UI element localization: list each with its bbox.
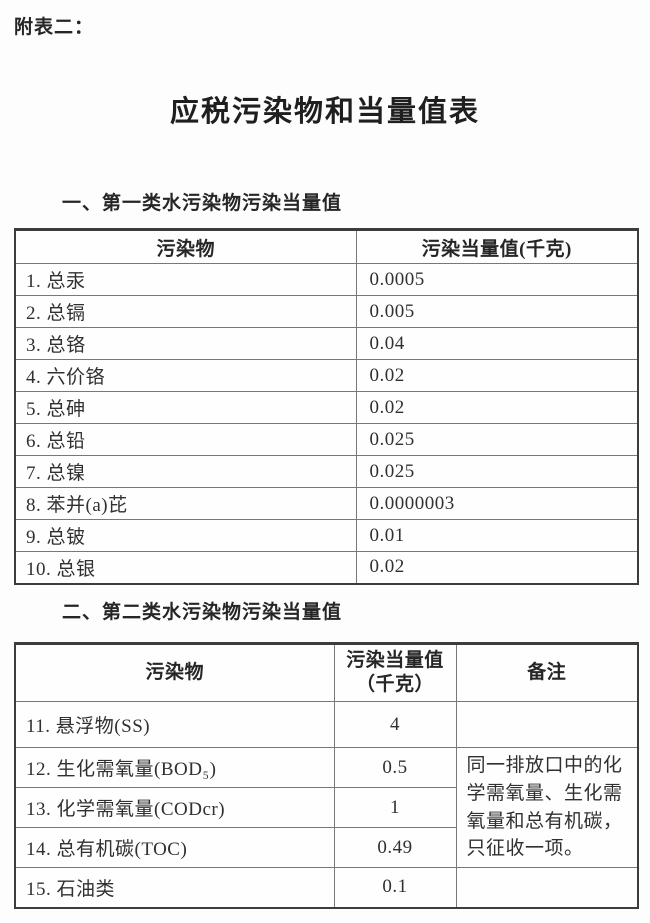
- pollutant-cell: 7. 总镍: [14, 455, 357, 488]
- value-header-line1: 污染当量值: [346, 650, 444, 672]
- table-row: 10. 总银 0.02: [14, 551, 639, 584]
- section2-heading: 二、第二类水污染物污染当量值: [62, 602, 343, 623]
- pollutant-cell: 1. 总汞: [14, 263, 357, 296]
- table-row: 14. 总有机碳(TOC) 0.49: [14, 827, 638, 868]
- pollutant-cell: 11. 悬浮物(SS): [14, 701, 335, 748]
- table-row: 7. 总镍 0.025: [14, 455, 639, 488]
- table-row: 8. 苯并(a)芘 0.0000003: [14, 487, 639, 520]
- value-cell: 0.02: [355, 551, 639, 584]
- value-cell: 0.01: [355, 519, 639, 552]
- table2-column-header-value: 污染当量值 （千克）: [333, 643, 457, 702]
- value-cell: 0.025: [355, 423, 639, 456]
- table-row: 15. 石油类 0.1: [14, 867, 639, 908]
- appendix-label: 附表二：: [14, 17, 95, 38]
- value-cell: 1: [333, 787, 457, 828]
- value-cell: 0.1: [333, 867, 457, 908]
- table-row: 9. 总铍 0.01: [14, 519, 639, 552]
- document-title: 应税污染物和当量值表: [169, 96, 480, 128]
- table-row: 11. 悬浮物(SS) 4: [14, 701, 639, 748]
- pollutant-cell: 9. 总铍: [14, 519, 357, 552]
- table2-column-header-pollutant: 污染物: [14, 643, 335, 702]
- value-cell: 0.5: [333, 747, 457, 788]
- table-row: 12. 生化需氧量(BOD₅) 0.5 同一排放口中的化学需氧量、生化需氧量和总…: [14, 747, 639, 868]
- value-cell: 0.04: [355, 327, 639, 360]
- pollutant-cell: 14. 总有机碳(TOC): [14, 827, 335, 868]
- remark-cell-empty: [455, 867, 639, 908]
- table-category1-water-pollutants: 污染物 污染当量值(千克) 1. 总汞 0.0005 2. 总镉 0.005 3…: [14, 228, 639, 585]
- table-row: 5. 总砷 0.02: [14, 391, 639, 424]
- table1-header-row: 污染物 污染当量值(千克): [14, 229, 639, 264]
- table-row: 2. 总镉 0.005: [14, 295, 639, 328]
- pollutant-cell: 5. 总砷: [14, 391, 357, 424]
- table2-column-header-remark: 备注: [455, 643, 639, 702]
- remark-cell-empty: [455, 701, 639, 748]
- value-cell: 0.49: [333, 827, 457, 868]
- pollutant-cell: 4. 六价铬: [14, 359, 357, 392]
- value-cell: 0.0000003: [355, 487, 639, 520]
- table-category2-water-pollutants: 污染物 污染当量值 （千克） 备注 11. 悬浮物(SS) 4 12. 生化需氧…: [14, 642, 639, 909]
- pollutant-cell: 6. 总铅: [14, 423, 357, 456]
- table2-header-row: 污染物 污染当量值 （千克） 备注: [14, 643, 639, 702]
- pollutant-cell: 12. 生化需氧量(BOD₅): [14, 747, 335, 788]
- table1-column-header-pollutant: 污染物: [14, 229, 357, 264]
- pollutant-cell: 3. 总铬: [14, 327, 357, 360]
- pollutant-cell: 2. 总镉: [14, 295, 357, 328]
- remark-cell-merged: 同一排放口中的化学需氧量、生化需氧量和总有机碳，只征收一项。: [455, 747, 639, 868]
- table-row: 6. 总铅 0.025: [14, 423, 639, 456]
- value-cell: 4: [333, 701, 457, 748]
- table-row: 4. 六价铬 0.02: [14, 359, 639, 392]
- value-cell: 0.005: [355, 295, 639, 328]
- pollutant-cell: 10. 总银: [14, 551, 357, 584]
- table-row: 1. 总汞 0.0005: [14, 263, 639, 296]
- pollutant-cell: 8. 苯并(a)芘: [14, 487, 357, 520]
- section1-heading: 一、第一类水污染物污染当量值: [62, 193, 343, 214]
- value-cell: 0.02: [355, 391, 639, 424]
- table-row: 3. 总铬 0.04: [14, 327, 639, 360]
- pollutant-cell: 13. 化学需氧量(CODcr): [14, 787, 335, 828]
- value-header-line2: （千克）: [355, 674, 434, 695]
- value-cell: 0.0005: [355, 263, 639, 296]
- table-row: 13. 化学需氧量(CODcr) 1: [14, 787, 638, 828]
- value-cell: 0.025: [355, 455, 639, 488]
- value-cell: 0.02: [355, 359, 639, 392]
- table1-column-header-value: 污染当量值(千克): [355, 229, 639, 264]
- pollutant-cell: 15. 石油类: [14, 867, 335, 908]
